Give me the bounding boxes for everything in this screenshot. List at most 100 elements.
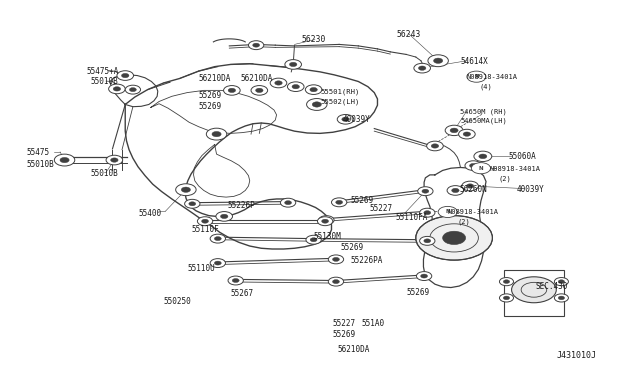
- Text: 54650MA(LH): 54650MA(LH): [461, 118, 508, 124]
- Text: 55130M: 55130M: [314, 231, 341, 241]
- Text: 55269: 55269: [406, 288, 429, 297]
- Circle shape: [459, 129, 475, 139]
- Text: N08918-3401A: N08918-3401A: [467, 74, 518, 80]
- Circle shape: [210, 234, 225, 243]
- Text: 55269: 55269: [198, 102, 222, 111]
- Circle shape: [113, 87, 121, 91]
- Circle shape: [210, 259, 225, 267]
- Circle shape: [452, 188, 459, 193]
- Circle shape: [422, 189, 429, 193]
- Text: 40039Y: 40039Y: [516, 185, 545, 194]
- Circle shape: [333, 257, 339, 262]
- Circle shape: [312, 102, 321, 107]
- Text: 55267: 55267: [230, 289, 253, 298]
- Text: (2): (2): [458, 219, 470, 225]
- Circle shape: [289, 62, 297, 67]
- Circle shape: [470, 163, 477, 168]
- Text: N08918-3401A: N08918-3401A: [448, 209, 499, 215]
- Circle shape: [420, 236, 435, 245]
- Text: 55502(LH): 55502(LH): [320, 98, 360, 105]
- Circle shape: [285, 60, 301, 69]
- Circle shape: [342, 117, 349, 122]
- Text: (2): (2): [499, 175, 511, 182]
- Circle shape: [328, 277, 344, 286]
- Text: 55110U: 55110U: [187, 264, 215, 273]
- Circle shape: [427, 141, 444, 151]
- Circle shape: [122, 73, 129, 78]
- Circle shape: [450, 128, 458, 133]
- Text: 55269: 55269: [198, 91, 222, 100]
- Circle shape: [419, 66, 426, 70]
- Circle shape: [216, 212, 232, 221]
- Text: 55060A: 55060A: [508, 152, 536, 161]
- Circle shape: [438, 206, 458, 218]
- Text: N: N: [474, 74, 479, 79]
- Circle shape: [251, 86, 268, 95]
- Circle shape: [106, 155, 123, 165]
- Circle shape: [319, 216, 334, 225]
- Circle shape: [443, 231, 466, 244]
- Text: 550250: 550250: [164, 297, 191, 306]
- Text: 56210DA: 56210DA: [198, 74, 231, 83]
- Circle shape: [328, 255, 344, 264]
- Circle shape: [189, 202, 196, 206]
- Circle shape: [332, 198, 347, 207]
- Circle shape: [420, 208, 435, 217]
- Text: 56210DA: 56210DA: [240, 74, 273, 83]
- Text: 55475: 55475: [26, 148, 49, 157]
- Circle shape: [255, 88, 263, 93]
- Text: 55110F: 55110F: [191, 225, 219, 234]
- Circle shape: [465, 161, 481, 170]
- Circle shape: [109, 84, 125, 94]
- Circle shape: [499, 294, 513, 302]
- Circle shape: [220, 214, 228, 219]
- Circle shape: [307, 99, 327, 110]
- Circle shape: [420, 274, 428, 278]
- Text: 56210DA: 56210DA: [338, 344, 371, 353]
- Circle shape: [424, 239, 431, 243]
- Circle shape: [431, 144, 438, 148]
- Text: 55501(RH): 55501(RH): [320, 88, 360, 95]
- FancyBboxPatch shape: [504, 270, 564, 317]
- Text: 55269: 55269: [333, 330, 356, 340]
- Text: 55227: 55227: [333, 320, 356, 328]
- Circle shape: [306, 235, 321, 244]
- Text: 55110FA: 55110FA: [396, 213, 428, 222]
- Text: 55269: 55269: [351, 196, 374, 205]
- Circle shape: [471, 163, 490, 174]
- Text: 55010B: 55010B: [26, 160, 54, 169]
- Circle shape: [232, 279, 239, 282]
- Circle shape: [428, 55, 449, 67]
- Circle shape: [336, 200, 342, 204]
- Circle shape: [499, 278, 513, 286]
- Circle shape: [467, 184, 474, 188]
- Circle shape: [175, 184, 196, 196]
- Circle shape: [474, 151, 492, 161]
- Text: 55010B: 55010B: [90, 169, 118, 177]
- Text: 55226PA: 55226PA: [351, 256, 383, 264]
- Text: N08918-3401A: N08918-3401A: [489, 166, 540, 172]
- Text: 56260N: 56260N: [460, 185, 487, 194]
- Circle shape: [275, 81, 282, 85]
- Circle shape: [129, 88, 136, 92]
- Circle shape: [503, 296, 509, 300]
- Text: (4): (4): [479, 83, 492, 90]
- Circle shape: [305, 85, 322, 94]
- Circle shape: [214, 237, 221, 241]
- Text: 40039Y: 40039Y: [342, 115, 370, 124]
- Circle shape: [54, 154, 75, 166]
- Circle shape: [416, 216, 492, 260]
- Text: 54614X: 54614X: [461, 57, 488, 66]
- Circle shape: [467, 71, 486, 82]
- Text: 56243: 56243: [397, 29, 421, 39]
- Text: SEC.430: SEC.430: [536, 282, 568, 291]
- Circle shape: [554, 294, 568, 302]
- Text: 55400: 55400: [138, 209, 161, 218]
- Circle shape: [337, 115, 354, 124]
- Circle shape: [463, 132, 470, 136]
- Text: 551A0: 551A0: [362, 320, 385, 328]
- Circle shape: [202, 219, 209, 223]
- Circle shape: [184, 199, 200, 208]
- Circle shape: [214, 261, 221, 265]
- Circle shape: [292, 84, 300, 89]
